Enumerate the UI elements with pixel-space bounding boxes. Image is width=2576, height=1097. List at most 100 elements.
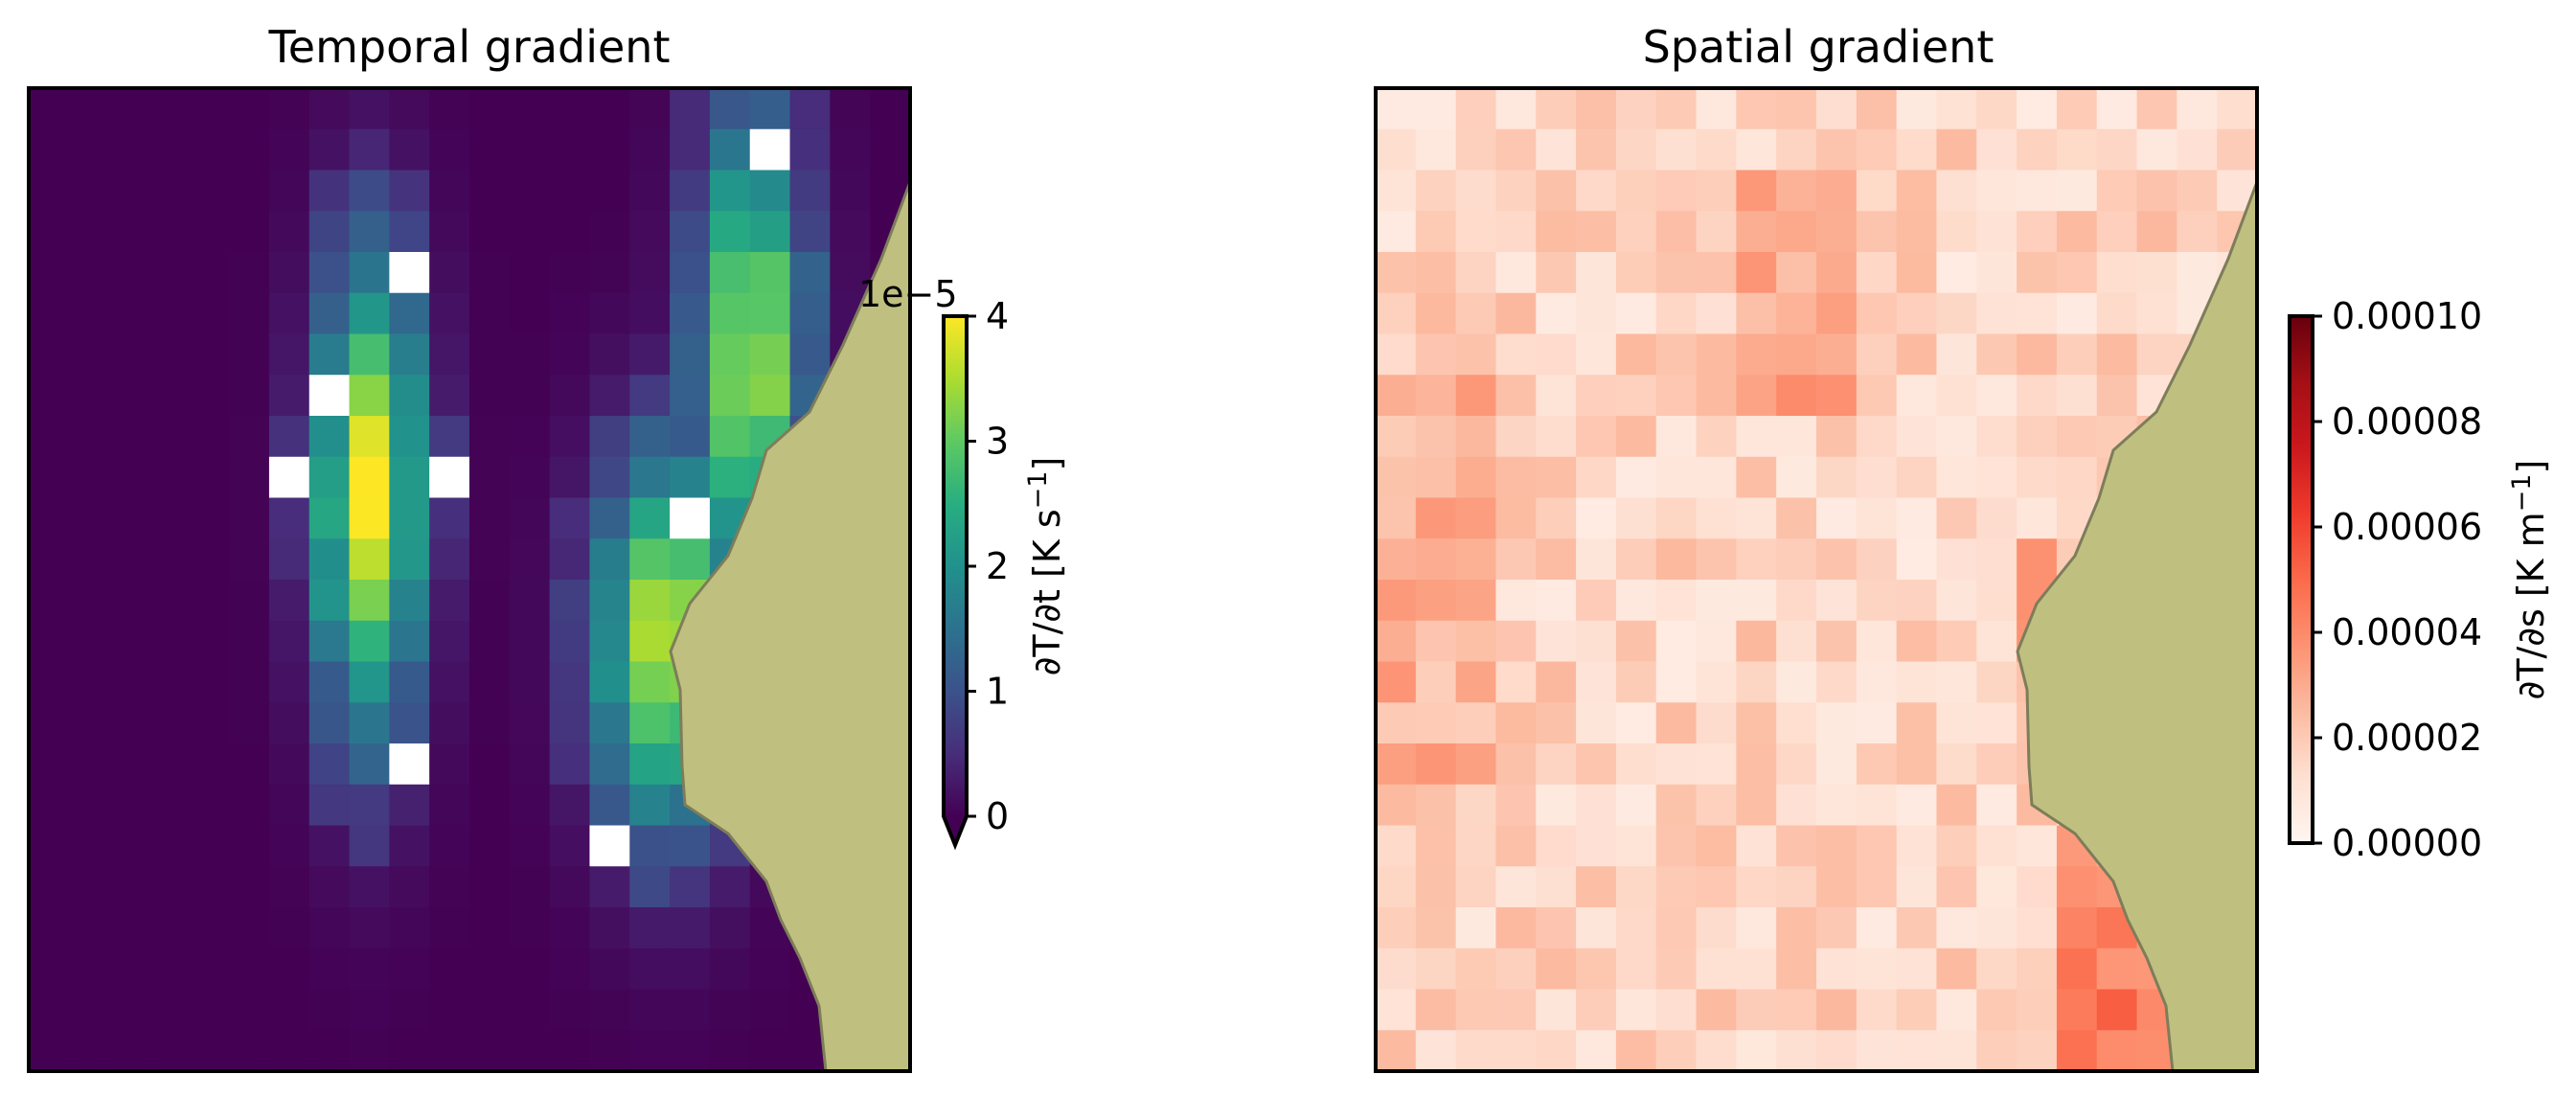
spatial-cell: [1376, 128, 1417, 171]
temporal-cell: [549, 989, 591, 1031]
temporal-cell: [549, 375, 591, 417]
spatial-cell: [1455, 128, 1497, 171]
temporal-cell: [469, 907, 511, 949]
temporal-cell: [389, 88, 430, 130]
spatial-cell: [1495, 88, 1537, 130]
temporal-cell: [670, 170, 711, 212]
temporal-cell: [308, 580, 351, 622]
temporal-cell: [148, 825, 190, 867]
temporal-cell: [229, 497, 270, 539]
colorbar-label-spatial: ∂T/∂s [K m−1]: [2507, 460, 2552, 700]
temporal-cell: [68, 170, 110, 212]
spatial-cell: [2096, 292, 2138, 335]
spatial-cell: [1896, 88, 1938, 130]
temporal-cell: [789, 88, 831, 130]
temporal-cell: [349, 538, 390, 581]
temporal-cell: [549, 702, 591, 744]
temporal-cell: [308, 375, 351, 417]
spatial-cell: [1615, 948, 1657, 991]
spatial-cell: [2017, 128, 2058, 171]
spatial-cell: [1696, 825, 1737, 867]
spatial-cell: [1455, 743, 1497, 786]
spatial-cell: [1655, 333, 1698, 376]
spatial-cell: [1536, 825, 1577, 867]
spatial-cell: [1376, 211, 1417, 253]
spatial-cell: [2017, 825, 2058, 867]
temporal-cell: [148, 416, 190, 458]
spatial-cell: [1615, 375, 1657, 417]
spatial-cell: [1976, 375, 2017, 417]
temporal-cell: [268, 1030, 310, 1071]
temporal-cell: [229, 456, 270, 499]
spatial-cell: [1896, 661, 1938, 703]
chart-title-temporal: Temporal gradient: [268, 21, 671, 73]
temporal-cell: [469, 620, 511, 663]
spatial-cell: [1615, 702, 1657, 744]
temporal-cell: [29, 784, 70, 827]
spatial-cell: [1415, 211, 1457, 253]
spatial-cell: [1615, 620, 1657, 663]
temporal-cell: [589, 825, 630, 867]
spatial-cell: [2017, 1030, 2058, 1071]
temporal-cell: [670, 333, 711, 376]
spatial-cell: [1936, 333, 1977, 376]
temporal-cell: [549, 456, 591, 499]
spatial-cell: [1455, 416, 1497, 458]
spatial-cell: [1936, 497, 1977, 539]
temporal-cell: [549, 866, 591, 908]
temporal-cell: [549, 292, 591, 335]
spatial-cell: [2096, 1030, 2138, 1071]
temporal-cell: [189, 866, 230, 908]
temporal-cell: [229, 292, 270, 335]
temporal-cell: [589, 128, 630, 171]
temporal-cell: [108, 907, 150, 949]
temporal-cell: [68, 825, 110, 867]
spatial-cell: [1816, 620, 1858, 663]
temporal-cell: [629, 989, 671, 1031]
temporal-cell: [349, 825, 390, 867]
spatial-cell: [1536, 497, 1577, 539]
spatial-cell: [1376, 784, 1417, 827]
temporal-cell: [429, 620, 470, 663]
spatial-cell: [1736, 497, 1777, 539]
temporal-cell: [108, 170, 150, 212]
spatial-cell: [1576, 128, 1617, 171]
temporal-cell: [349, 497, 390, 539]
temporal-cell: [429, 375, 470, 417]
spatial-cell: [1696, 620, 1737, 663]
spatial-cell: [1455, 866, 1497, 908]
spatial-cell: [1576, 784, 1617, 827]
spatial-cell: [1615, 170, 1657, 212]
spatial-cell: [1776, 948, 1817, 991]
spatial-cell: [1976, 211, 2017, 253]
spatial-cell: [1376, 702, 1417, 744]
spatial-cell: [2056, 88, 2098, 130]
temporal-cell: [589, 580, 630, 622]
temporal-cell: [68, 456, 110, 499]
spatial-cell: [1736, 128, 1777, 171]
temporal-cell: [108, 128, 150, 171]
temporal-cell: [429, 989, 470, 1031]
spatial-cell: [1856, 252, 1898, 294]
temporal-cell: [589, 456, 630, 499]
temporal-cell: [389, 416, 430, 458]
spatial-cell: [1696, 88, 1737, 130]
spatial-cell: [2017, 948, 2058, 991]
temporal-cell: [549, 907, 591, 949]
spatial-cell: [1776, 1030, 1817, 1071]
temporal-cell: [469, 170, 511, 212]
spatial-cell: [1696, 170, 1737, 212]
temporal-cell: [389, 620, 430, 663]
temporal-cell: [629, 620, 671, 663]
temporal-cell: [749, 88, 791, 130]
temporal-cell: [308, 866, 351, 908]
temporal-cell: [349, 620, 390, 663]
temporal-cell: [709, 948, 751, 991]
temporal-cell: [29, 497, 70, 539]
temporal-cell: [589, 866, 630, 908]
temporal-cell: [589, 497, 630, 539]
spatial-cell: [1655, 292, 1698, 335]
spatial-cell: [1896, 538, 1938, 581]
temporal-cell: [429, 1030, 470, 1071]
temporal-cell: [29, 211, 70, 253]
